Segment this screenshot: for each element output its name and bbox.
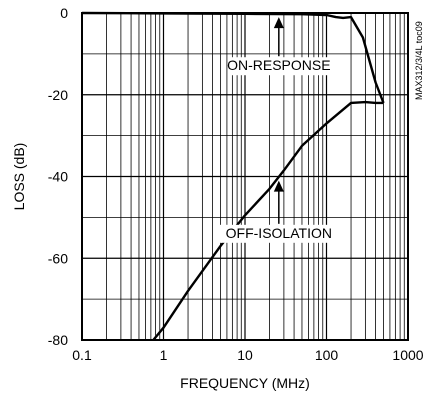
- y-tick-label: 0: [60, 5, 68, 21]
- plot-frame: [81, 12, 409, 341]
- x-axis-title: FREQUENCY (MHz): [180, 375, 310, 391]
- y-tick-label: -20: [48, 87, 68, 103]
- annotations: ON-RESPONSE OFF-ISOLATION: [219, 17, 338, 243]
- y-axis-title: LOSS (dB): [11, 143, 27, 211]
- y-tick-label: -80: [48, 332, 68, 348]
- x-tick-label: 1000: [392, 347, 423, 363]
- tick-labels: 0.1 1 10 100 1000 0 -20 -40 -60 -80: [48, 5, 424, 363]
- x-tick-label: 10: [237, 347, 253, 363]
- x-tick-label: 100: [315, 347, 339, 363]
- y-tick-label: -60: [48, 250, 68, 266]
- series-line-off-isolation: [152, 100, 384, 341]
- annotation-label: OFF-ISOLATION: [226, 225, 332, 241]
- annotation-bg: [228, 57, 330, 76]
- annotation-arrow-head: [273, 180, 284, 192]
- x-tick-label: 0.1: [72, 347, 92, 363]
- annotation-bg: [219, 224, 338, 243]
- grid: [82, 13, 408, 340]
- annotation-label: ON-RESPONSE: [227, 57, 330, 73]
- y-tick-label: -40: [48, 169, 68, 185]
- x-tick-label: 1: [160, 347, 168, 363]
- annotation-arrow-head: [273, 17, 284, 29]
- figure-code: MAX312/3/4L toc09: [414, 21, 424, 100]
